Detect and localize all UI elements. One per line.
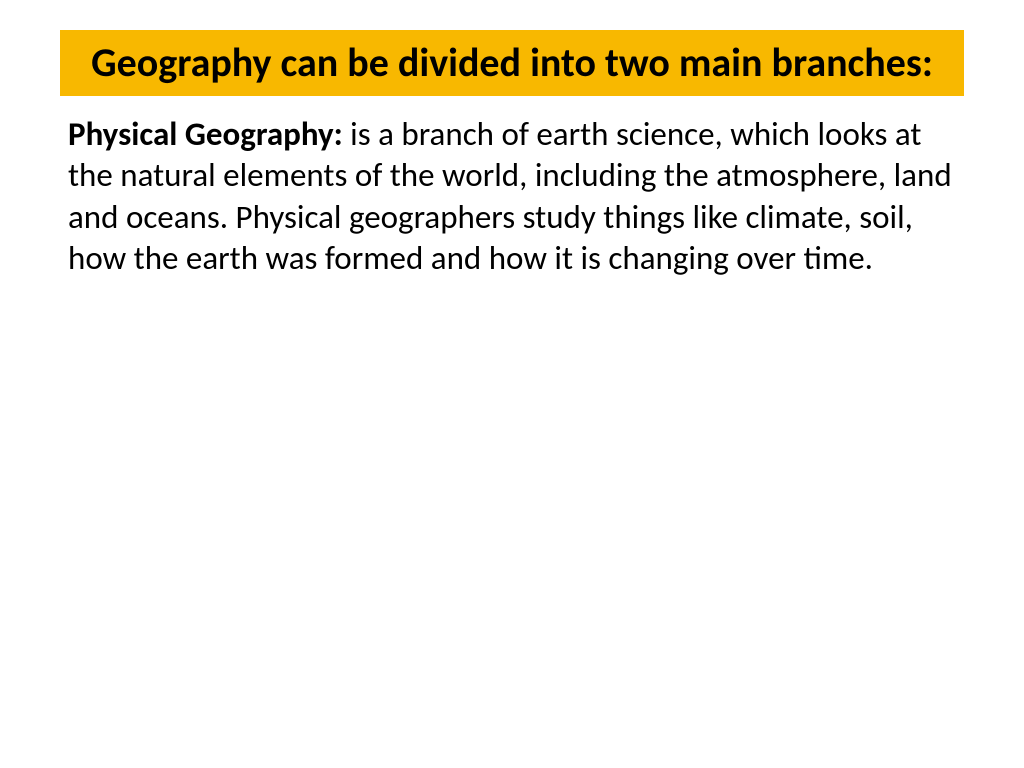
slide-body: Physical Geography: is a branch of earth… <box>60 114 964 279</box>
presentation-slide: Geography can be divided into two main b… <box>0 0 1024 768</box>
body-label: Physical Geography: <box>68 114 343 154</box>
body-paragraph: Physical Geography: is a branch of earth… <box>68 114 956 279</box>
slide-title: Geography can be divided into two main b… <box>80 40 944 86</box>
slide-title-bar: Geography can be divided into two main b… <box>60 30 964 96</box>
